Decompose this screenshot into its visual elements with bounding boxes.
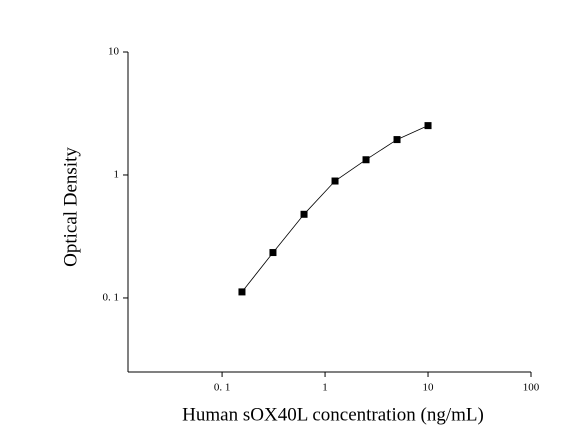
x-axis-title: Human sOX40L concentration (ng/mL) [182, 404, 484, 425]
y-tick-label: 1 [114, 169, 120, 181]
y-axis-title: Optical Density [60, 147, 81, 267]
point [362, 156, 370, 164]
x-tick-label: 10 [423, 382, 435, 394]
y-tick-label: 10 [108, 46, 120, 58]
point [331, 177, 339, 185]
point [424, 122, 432, 130]
x-tick-label: 1 [322, 382, 328, 394]
point [300, 210, 308, 218]
point [238, 288, 246, 296]
y-tick-label: 0. 1 [103, 291, 120, 303]
x-tick-label: 100 [523, 382, 540, 394]
point [269, 249, 277, 257]
fit-curve [241, 125, 429, 293]
point [393, 136, 401, 144]
x-tick-label: 0. 1 [214, 382, 231, 394]
